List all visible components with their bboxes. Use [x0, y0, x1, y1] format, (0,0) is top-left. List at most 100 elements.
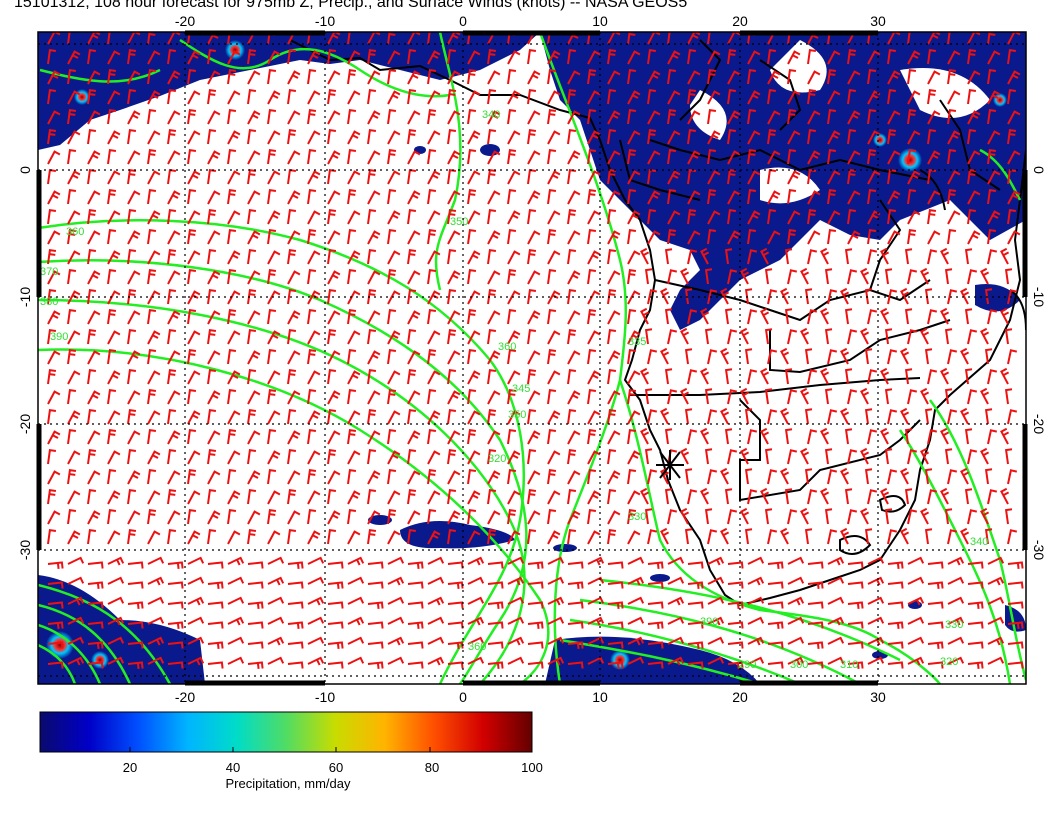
wind-barb — [780, 407, 790, 425]
lat-tick-label: 0 — [17, 166, 33, 174]
wind-barb — [227, 108, 237, 125]
wind-barb — [87, 488, 97, 505]
wind-barb — [740, 267, 750, 285]
wind-barb — [907, 509, 918, 525]
wind-barb — [904, 248, 913, 265]
wind-barb — [967, 601, 984, 610]
wind-barb — [607, 150, 621, 165]
wind-barb — [527, 601, 544, 609]
wind-barb — [607, 70, 621, 85]
wind-barb — [707, 228, 717, 245]
wind-barb — [467, 228, 477, 245]
wind-barb — [247, 350, 261, 365]
wind-barb — [784, 248, 793, 265]
wind-barb — [167, 270, 181, 285]
wind-barb — [887, 661, 904, 669]
wind-barb — [840, 347, 850, 365]
wind-barb — [287, 510, 301, 525]
wind-barb — [724, 428, 733, 445]
wind-barb — [1004, 448, 1013, 465]
wind-barb — [407, 248, 417, 265]
wind-barb — [227, 556, 245, 566]
wind-barb — [227, 268, 237, 285]
wind-barb — [1004, 328, 1013, 345]
colorbar-gradient — [39, 711, 533, 753]
wind-barb — [347, 50, 361, 65]
wind-barb — [327, 408, 337, 425]
wind-barb — [147, 450, 161, 465]
wind-barb — [827, 289, 838, 305]
wind-barb — [567, 190, 581, 205]
wind-barb — [720, 347, 730, 365]
wind-barb — [367, 561, 384, 569]
wind-barb — [227, 330, 241, 345]
wind-barb — [387, 490, 401, 505]
wind-barb — [587, 450, 601, 465]
wind-barb — [640, 367, 650, 385]
wind-barb — [987, 369, 998, 385]
wind-barb — [707, 210, 721, 225]
wind-barb — [607, 470, 621, 485]
wind-barb — [407, 601, 424, 609]
wind-barb — [827, 556, 845, 566]
wind-barb — [707, 148, 717, 165]
wind-barb — [387, 268, 397, 285]
wind-barb — [704, 328, 713, 345]
wind-barb — [767, 661, 784, 669]
wind-barb — [447, 208, 457, 225]
wind-barb — [527, 150, 541, 165]
wind-barb — [87, 661, 104, 669]
wind-barb — [747, 429, 758, 445]
wind-barb — [707, 576, 725, 585]
wind-barb — [407, 190, 421, 205]
wind-barb — [447, 661, 464, 669]
wind-barb — [367, 128, 377, 145]
wind-barb — [507, 268, 517, 285]
wind-barb — [107, 490, 121, 505]
wind-barb — [547, 210, 561, 225]
wind-barb — [787, 556, 805, 565]
wind-barb — [367, 368, 377, 385]
wind-barb — [787, 210, 801, 225]
wind-barb — [907, 636, 925, 645]
wind-barb — [927, 168, 937, 185]
wind-barb — [944, 328, 953, 345]
wind-barb — [647, 88, 657, 105]
wind-barb — [647, 581, 664, 589]
lon-tick-label: 0 — [459, 689, 467, 705]
wind-barb — [607, 641, 624, 649]
wind-barb — [820, 247, 830, 265]
wind-barb — [947, 108, 957, 125]
wind-barb — [607, 310, 621, 325]
wind-barb — [307, 410, 321, 425]
wind-barb — [967, 641, 984, 649]
wind-barb — [87, 150, 101, 165]
wind-barb — [567, 350, 581, 365]
contour-label: 335 — [628, 336, 646, 348]
wind-barb — [767, 289, 778, 305]
wind-barb — [667, 188, 677, 205]
wind-barb — [767, 128, 777, 145]
wind-barb — [527, 248, 537, 265]
wind-barb — [87, 601, 104, 609]
wind-barb — [207, 328, 217, 345]
wind-barb — [980, 267, 990, 285]
wind-barb — [87, 230, 101, 245]
wind-barb — [667, 50, 681, 65]
wind-barb — [920, 447, 930, 465]
wind-barb — [207, 368, 217, 385]
wind-barb — [867, 108, 877, 125]
wind-barb — [904, 428, 913, 445]
wind-barb — [760, 247, 770, 265]
wind-barb — [547, 50, 561, 65]
wind-barb — [487, 270, 501, 285]
wind-barb — [527, 128, 537, 145]
wind-barb — [947, 228, 957, 245]
wind-barb — [47, 430, 61, 445]
wind-barb — [227, 148, 237, 165]
wind-barb — [844, 368, 853, 385]
wind-barb — [127, 32, 141, 45]
wind-barb — [127, 88, 137, 105]
wind-barb — [727, 661, 744, 670]
wind-barb — [687, 309, 698, 325]
